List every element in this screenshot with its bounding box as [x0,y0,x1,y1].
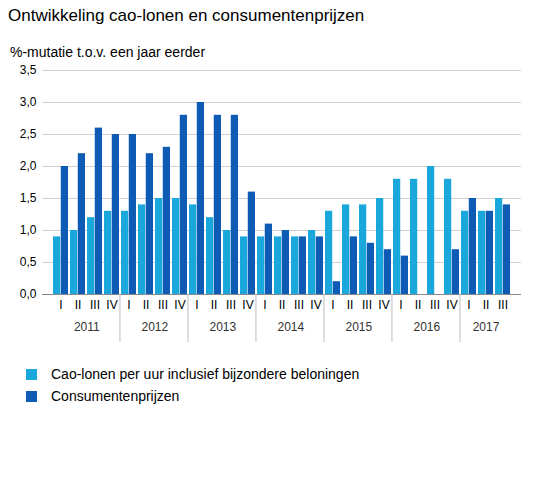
html-text:Consumentenprijzen: Consumentenprijzen [51,388,180,404]
svg-text:2013: 2013 [209,320,236,334]
svg-text:II: II [279,298,286,312]
svg-text:2015: 2015 [345,320,372,334]
svg-text:2014: 2014 [277,320,304,334]
svg-text:III: III [362,298,372,312]
svg-text:III: III [430,298,440,312]
svg-text:I: I [127,298,130,312]
svg-text:2,0: 2,0 [20,159,37,173]
svg-text:I: I [263,298,266,312]
svg-text:3,0: 3,0 [20,95,37,109]
svg-text:IV: IV [310,298,321,312]
html-text:Ontwikkeling cao-lonen en cons: Ontwikkeling cao-lonen en consumentenpri… [8,6,365,25]
svg-text:2017: 2017 [473,320,500,334]
svg-text:IV: IV [242,298,253,312]
svg-text:II: II [211,298,218,312]
svg-text:2,5: 2,5 [20,127,37,141]
svg-text:IV: IV [174,298,185,312]
svg-text:0,5: 0,5 [20,255,37,269]
svg-text:2012: 2012 [141,320,168,334]
svg-text:I: I [59,298,62,312]
svg-text:II: II [415,298,422,312]
svg-text:I: I [195,298,198,312]
svg-text:IV: IV [446,298,457,312]
svg-text:I: I [467,298,470,312]
svg-text:III: III [294,298,304,312]
svg-text:IV: IV [378,298,389,312]
svg-text:II: II [75,298,82,312]
svg-text:III: III [90,298,100,312]
svg-text:1,5: 1,5 [20,191,37,205]
svg-text:2011: 2011 [74,320,100,334]
html-text:%-mutatie t.o.v. een jaar eerd: %-mutatie t.o.v. een jaar eerder [10,44,206,60]
svg-text:2016: 2016 [413,320,440,334]
svg-text:II: II [143,298,150,312]
svg-text:I: I [399,298,402,312]
svg-text:1,0: 1,0 [20,223,37,237]
svg-text:III: III [498,298,508,312]
svg-text:I: I [331,298,334,312]
svg-text:III: III [226,298,236,312]
html-text:Cao-lonen per uur inclusief bi: Cao-lonen per uur inclusief bijzondere b… [51,366,360,382]
svg-text:II: II [347,298,354,312]
svg-text:3,5: 3,5 [20,63,37,77]
svg-text:IV: IV [106,298,117,312]
svg-text:II: II [483,298,490,312]
svg-text:III: III [158,298,168,312]
svg-text:0,0: 0,0 [20,287,37,301]
